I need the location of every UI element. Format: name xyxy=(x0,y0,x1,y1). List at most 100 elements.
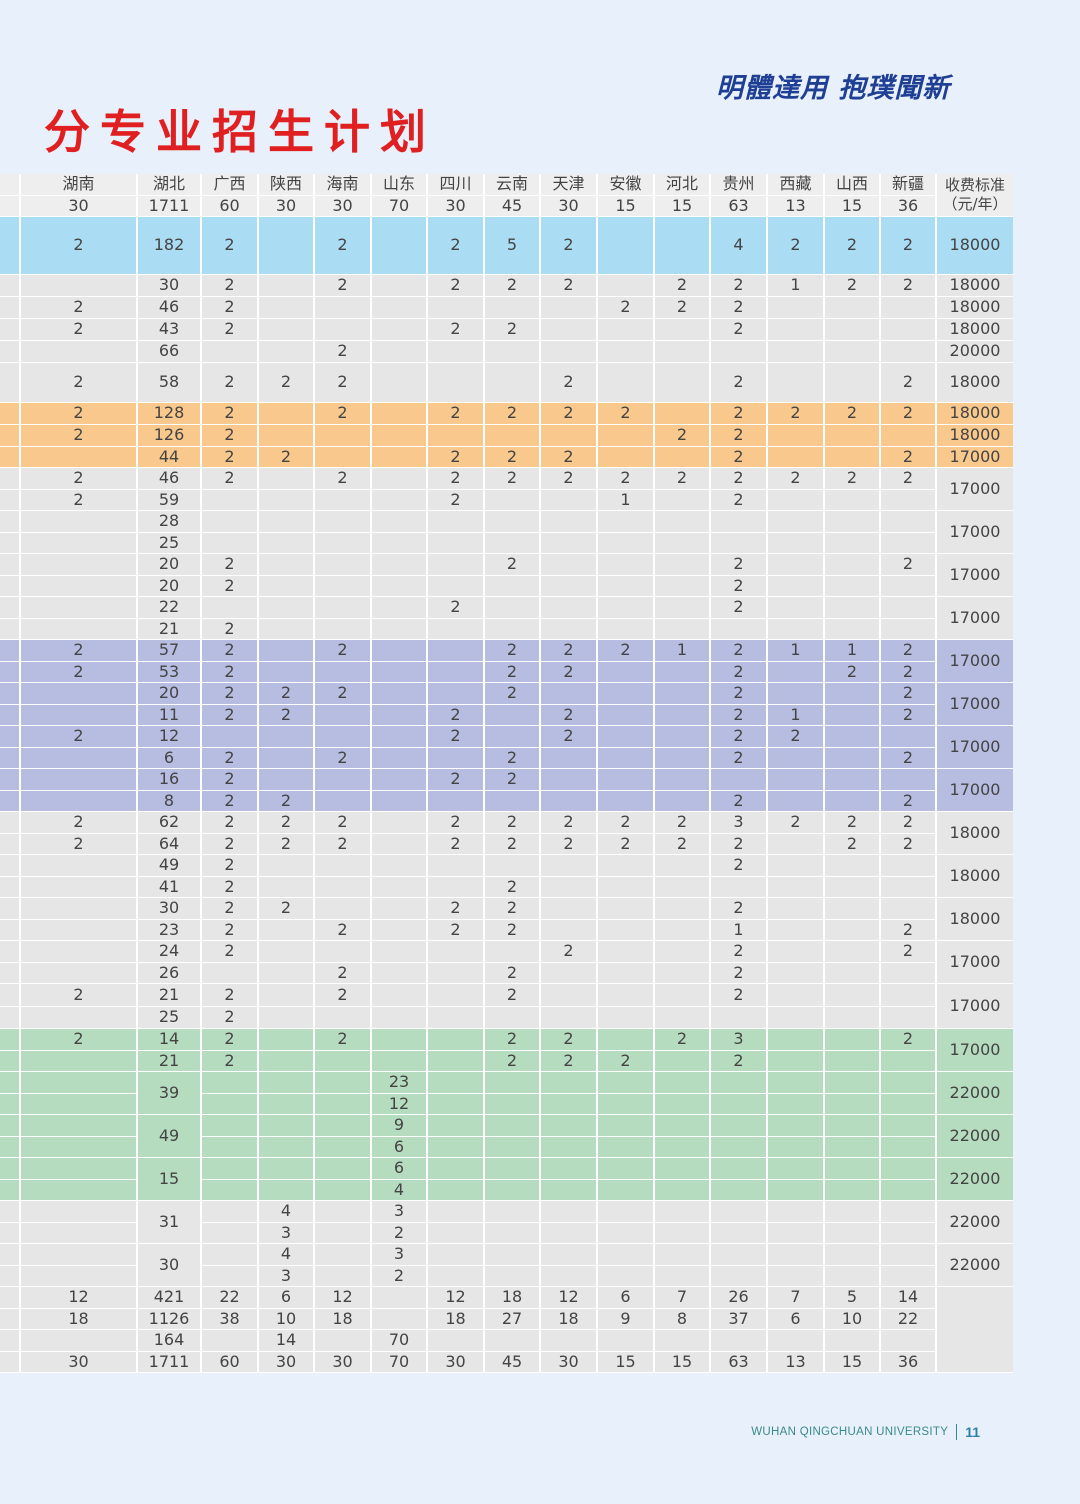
table-cell: 2 xyxy=(258,833,315,855)
table-cell xyxy=(258,296,315,319)
table-cell: 2 xyxy=(710,402,768,425)
table-cell xyxy=(824,876,881,898)
table-cell xyxy=(258,424,315,447)
table-cell: 182 xyxy=(137,216,202,275)
table-cell: 22 xyxy=(201,1286,259,1309)
table-cell xyxy=(824,1028,881,1051)
table-cell xyxy=(540,790,598,812)
table-cell xyxy=(767,596,825,619)
table-cell xyxy=(201,1265,259,1287)
table-cell xyxy=(540,424,598,447)
table-cell xyxy=(597,446,655,468)
table-cell xyxy=(314,1157,372,1180)
table-cell xyxy=(654,768,711,791)
table-cell: 25 xyxy=(137,532,202,554)
table-cell xyxy=(258,532,315,554)
table-cell xyxy=(484,424,541,447)
table-cell: 2 xyxy=(427,489,485,511)
table-cell xyxy=(597,854,655,877)
table-cell: 2 xyxy=(427,725,485,748)
table-cell xyxy=(767,661,825,683)
table-cell: 4 xyxy=(710,216,768,275)
table-cell xyxy=(824,1243,881,1266)
province-quota-header: 15 xyxy=(597,195,655,217)
table-cell xyxy=(824,1200,881,1223)
table-cell: 1 xyxy=(767,704,825,726)
table-cell: 2 xyxy=(201,1028,259,1051)
table-cell xyxy=(201,962,259,984)
table-cell: 16 xyxy=(137,768,202,791)
fee-cell: 22000 xyxy=(936,1114,1013,1158)
table-cell xyxy=(597,983,655,1007)
table-cell: 2 xyxy=(710,446,768,468)
table-cell: 2 xyxy=(484,318,541,341)
table-cell xyxy=(314,1243,372,1266)
fee-cell: 22000 xyxy=(936,1200,1013,1244)
table-cell xyxy=(314,1050,372,1072)
table-cell: 6 xyxy=(371,1136,428,1158)
table-cell xyxy=(767,489,825,511)
table-cell: 2 xyxy=(427,467,485,490)
table-cell: 2 xyxy=(597,639,655,662)
table-cell: 2 xyxy=(880,553,937,576)
table-cell: 20 xyxy=(137,553,202,576)
table-cell xyxy=(880,596,937,619)
province-quota-header: 45 xyxy=(484,195,541,217)
table-cell: 2 xyxy=(258,790,315,812)
table-cell xyxy=(597,532,655,554)
table-cell xyxy=(371,296,428,319)
table-cell xyxy=(767,854,825,877)
table-cell: 30 xyxy=(314,1351,372,1373)
page-title: 分专业招生计划 xyxy=(44,105,436,159)
stub-cell xyxy=(0,216,21,275)
footer-university-name: WUHAN QINGCHUAN UNIVERSITY xyxy=(751,1426,949,1438)
table-cell xyxy=(540,983,598,1007)
fee-cell: 17000 xyxy=(936,768,1013,812)
table-cell xyxy=(654,919,711,941)
table-cell xyxy=(654,1071,711,1094)
table-cell: 21 xyxy=(137,618,202,640)
table-cell xyxy=(540,318,598,341)
province-header: 贵州 xyxy=(710,174,768,196)
table-cell xyxy=(767,1200,825,1223)
table-cell xyxy=(427,553,485,576)
table-cell xyxy=(540,1157,598,1180)
table-cell: 3 xyxy=(371,1243,428,1266)
stub-cell xyxy=(0,661,21,683)
table-cell: 2 xyxy=(258,682,315,705)
table-cell xyxy=(427,1136,485,1158)
table-cell: 22 xyxy=(137,596,202,619)
table-cell xyxy=(597,362,655,403)
table-cell xyxy=(314,1071,372,1094)
table-cell xyxy=(880,897,937,920)
table-cell xyxy=(654,446,711,468)
table-cell xyxy=(767,747,825,769)
table-cell: 37 xyxy=(710,1308,768,1330)
table-cell: 49 xyxy=(137,854,202,877)
fee-cell: 17000 xyxy=(936,682,1013,726)
table-cell xyxy=(20,682,138,705)
table-cell xyxy=(540,510,598,533)
fee-cell: 18000 xyxy=(936,811,1013,855)
table-cell xyxy=(314,510,372,533)
table-cell xyxy=(314,532,372,554)
table-cell: 2 xyxy=(540,704,598,726)
stub-cell xyxy=(0,340,21,363)
stub-cell xyxy=(0,274,21,297)
table-cell xyxy=(880,1243,937,1266)
table-cell xyxy=(258,876,315,898)
table-cell xyxy=(20,1200,138,1223)
table-cell xyxy=(201,489,259,511)
table-cell: 2 xyxy=(710,489,768,511)
table-cell xyxy=(654,661,711,683)
table-cell xyxy=(654,704,711,726)
table-cell xyxy=(880,296,937,319)
table-cell xyxy=(597,1243,655,1266)
province-header: 山西 xyxy=(824,174,881,196)
table-cell xyxy=(314,876,372,898)
table-cell xyxy=(880,1265,937,1287)
page-number: 11 xyxy=(965,1424,980,1440)
table-cell xyxy=(20,1114,138,1137)
table-cell: 2 xyxy=(710,747,768,769)
